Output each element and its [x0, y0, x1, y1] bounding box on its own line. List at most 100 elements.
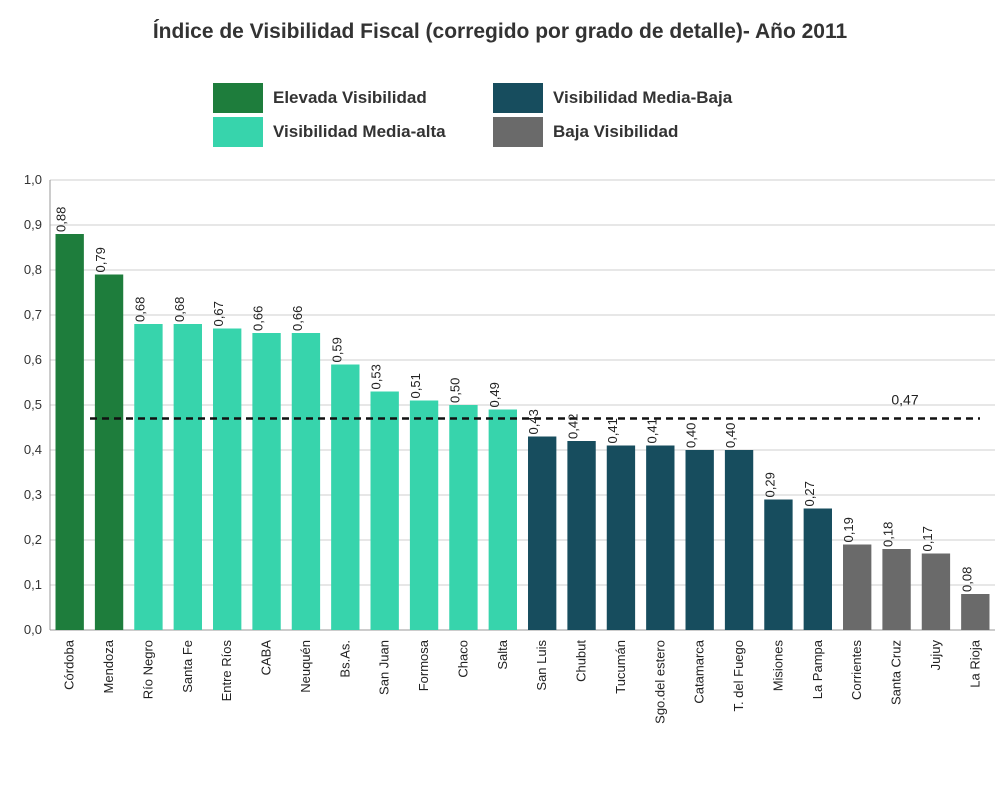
- y-tick-label: 0,1: [24, 577, 42, 592]
- value-label: 0,42: [566, 414, 581, 439]
- category-label: Catamarca: [692, 639, 707, 703]
- y-tick-label: 0,2: [24, 532, 42, 547]
- legend-swatch: [493, 83, 543, 113]
- category-label: Chubut: [574, 640, 589, 682]
- bar: [173, 324, 202, 630]
- bar: [724, 450, 754, 630]
- value-label: 0,18: [881, 522, 896, 547]
- category-label: Tucumán: [613, 640, 628, 694]
- value-label: 0,41: [644, 418, 659, 443]
- bar: [921, 553, 951, 630]
- value-label: 0,79: [93, 247, 108, 272]
- bar: [409, 400, 439, 630]
- legend-swatch: [213, 83, 263, 113]
- category-label: Río Negro: [140, 640, 155, 699]
- category-label: Sgo.del estero: [652, 640, 667, 724]
- bar: [961, 594, 990, 630]
- value-label: 0,08: [959, 567, 974, 592]
- value-label: 0,67: [211, 301, 226, 326]
- reference-label: 0,47: [891, 392, 918, 408]
- bar: [55, 234, 84, 630]
- value-label: 0,51: [408, 373, 423, 398]
- value-labels: 0,88 0,79 0,68 0,68 0,67 0,66 0,66 0,59 0,53 0,51…: [54, 207, 975, 592]
- y-axis: 0,0 0,1 0,2 0,3 0,4 0,5 0,6 0,7 0,8 0,9 1,0: [24, 172, 995, 637]
- legend-item-elevada: Elevada Visibilidad: [213, 83, 427, 113]
- category-label: Neuquén: [298, 640, 313, 693]
- bar: [685, 450, 714, 630]
- legend-label: Visibilidad Media-Baja: [553, 88, 733, 107]
- legend-swatch: [213, 117, 263, 147]
- category-label: Bs.As.: [337, 640, 352, 678]
- value-label: 0,53: [369, 364, 384, 389]
- category-label: Córdoba: [62, 639, 77, 690]
- category-label: Misiones: [770, 640, 785, 692]
- category-labels: Córdoba Mendoza Río Negro Santa Fe Entre Río…: [62, 639, 983, 724]
- value-label: 0,66: [290, 306, 305, 331]
- y-tick-label: 0,7: [24, 307, 42, 322]
- category-label: CABA: [259, 640, 274, 676]
- bar: [843, 544, 872, 630]
- bar: [252, 333, 281, 630]
- bar: [646, 445, 675, 630]
- legend-item-media-alta: Visibilidad Media-alta: [213, 117, 446, 147]
- bar: [331, 364, 360, 630]
- legend-item-baja: Baja Visibilidad: [493, 117, 678, 147]
- category-label: T. del Fuego: [731, 640, 746, 712]
- legend-label: Baja Visibilidad: [553, 122, 679, 141]
- y-tick-label: 0,4: [24, 442, 42, 457]
- category-label: Salta: [495, 639, 510, 669]
- value-label: 0,88: [54, 207, 69, 232]
- value-label: 0,59: [329, 337, 344, 362]
- bars: [55, 234, 990, 630]
- value-label: 0,68: [132, 297, 147, 322]
- category-label: La Rioja: [967, 639, 982, 687]
- reference-line: 0,47: [90, 392, 980, 420]
- bar: [803, 508, 832, 630]
- category-label: Santa Fe: [180, 640, 195, 693]
- category-label: Jujuy: [928, 640, 943, 671]
- gridlines: [50, 179, 995, 631]
- y-tick-label: 0,3: [24, 487, 42, 502]
- category-label: La Pampa: [810, 639, 825, 699]
- category-label: San Luis: [534, 640, 549, 691]
- bar: [882, 549, 911, 630]
- value-label: 0,40: [723, 423, 738, 448]
- y-tick-label: 0,0: [24, 622, 42, 637]
- value-label: 0,27: [802, 481, 817, 506]
- category-label: Santa Cruz: [889, 640, 904, 705]
- value-label: 0,66: [251, 306, 266, 331]
- legend-item-media-baja: Visibilidad Media-Baja: [493, 83, 732, 113]
- category-label: Chaco: [455, 640, 470, 678]
- legend-label: Elevada Visibilidad: [273, 88, 427, 107]
- value-label: 0,19: [841, 517, 856, 542]
- bar: [370, 391, 399, 630]
- y-tick-label: 0,9: [24, 217, 42, 232]
- y-tick-label: 0,8: [24, 262, 42, 277]
- bar: [567, 441, 596, 630]
- y-tick-label: 1,0: [24, 172, 42, 187]
- y-tick-label: 0,6: [24, 352, 42, 367]
- value-label: 0,50: [447, 378, 462, 403]
- value-label: 0,17: [920, 526, 935, 551]
- chart-title: Índice de Visibilidad Fiscal (corregido …: [152, 20, 848, 43]
- bar: [291, 333, 321, 630]
- category-label: Mendoza: [101, 639, 116, 693]
- value-label: 0,41: [605, 418, 620, 443]
- bar: [134, 324, 163, 630]
- category-label: Entre Ríos: [219, 640, 234, 702]
- bar: [449, 405, 478, 630]
- legend-swatch: [493, 117, 543, 147]
- legend-label: Visibilidad Media-alta: [273, 122, 446, 141]
- bar: [606, 445, 636, 630]
- category-label: Corrientes: [849, 640, 864, 700]
- bar: [213, 328, 242, 630]
- category-label: Formosa: [416, 639, 431, 691]
- category-label: San Juan: [377, 640, 392, 695]
- bar: [94, 274, 124, 630]
- value-label: 0,29: [762, 472, 777, 497]
- value-label: 0,49: [487, 382, 502, 407]
- value-label: 0,40: [684, 423, 699, 448]
- value-label: 0,68: [172, 297, 187, 322]
- y-tick-label: 0,5: [24, 397, 42, 412]
